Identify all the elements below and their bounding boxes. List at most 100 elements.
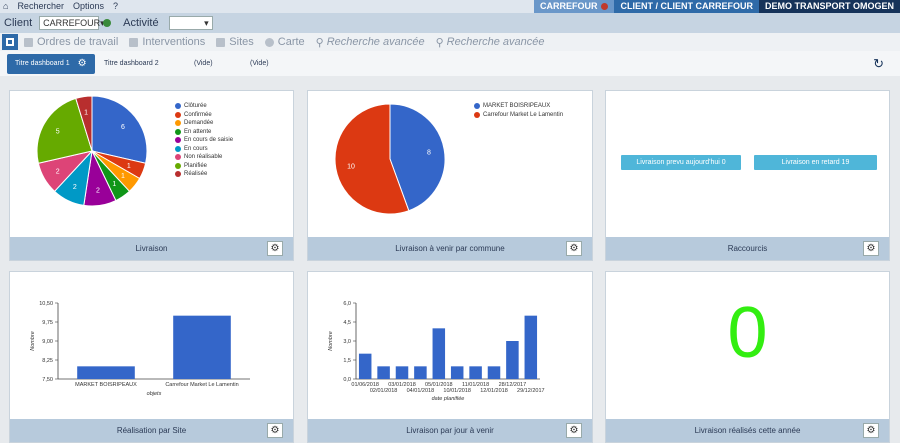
legend-item-confirmee[interactable]: Confirmée [175,111,233,120]
bar-carrefour-market-le-lamentin[interactable] [173,315,231,379]
nav-recherche-avancee-1[interactable]: ⚲ Recherche avancée [316,36,425,49]
legend-dot [175,111,181,118]
legend-item-non-realisable[interactable]: Non réalisable [175,153,233,162]
tab-empty-2[interactable]: (Vide) [250,60,269,67]
y-axis-label: Nombre [30,331,36,351]
org-label: CARREFOUR [539,1,598,11]
menu-help[interactable]: ? [113,1,119,11]
company-segment[interactable]: DEMO TRANSPORT OMOGEN [758,0,900,13]
main-nav: Ordres de travail Interventions Sites Ca… [0,33,900,51]
pie-slice-label: 10 [347,163,355,170]
tab-dashboard-1[interactable]: Titre dashboard 1 ⚙ [7,54,95,74]
nav-recherche-avancee-2[interactable]: ⚲ Recherche avancée [436,36,545,49]
client-segment[interactable]: CLIENT / CLIENT CARREFOUR [614,0,759,13]
client-select[interactable]: CARREFOUR▾ [39,16,105,30]
building-icon [216,37,226,47]
x-tick-label: 11/01/2018 [462,382,489,388]
client-label: Client [4,17,33,29]
nav-interventions[interactable]: Interventions [129,36,205,48]
dashboard-icon[interactable] [2,34,18,50]
chevron-down-icon: ▾ [204,17,209,28]
pie-slice-label: 1 [127,163,131,170]
legend-dot [175,162,181,169]
legend-item-en-attente[interactable]: En attente [175,128,233,137]
legend-item-en-cours[interactable]: En cours [175,145,233,154]
legend-item-realisee[interactable]: Réalisée [175,170,233,179]
bar-29-12-2017[interactable] [524,315,538,379]
tab-dashboard-2[interactable]: Titre dashboard 2 [104,60,159,67]
legend-item-demandee[interactable]: Demandée [175,119,233,128]
widget-footer: Raccourcis ⚙ [606,237,889,260]
legend-item-planifiee[interactable]: Planifiée [175,162,233,171]
legend-dot [175,128,181,135]
bar-01-06-2018[interactable] [358,353,372,379]
widget-title: Réalisation par Site [116,426,187,435]
client-bar: Client CARREFOUR▾ Activité ▾ [0,13,900,33]
legend-livraison: Clôturée Confirmée Demandée En attente En co… [175,102,233,179]
legend-dot [175,171,181,178]
x-tick-label: 28/12/2017 [499,382,527,388]
notification-icon[interactable] [601,3,609,11]
bar-28-12-2017[interactable] [506,341,519,379]
widget-title: Livraison réalisés cette année [694,426,801,435]
nav-carte[interactable]: Carte [264,36,305,48]
legend-item-carrefour-market-le-lamentin[interactable]: Carrefour Market Le Lamentin [474,111,563,120]
kpi-value: 0 [727,293,768,373]
globe-icon [264,37,274,47]
refresh-icon[interactable]: ↻ [873,56,884,71]
legend-item-en-cours-de-saisie[interactable]: En cours de saisie [175,136,233,145]
nav-ordres-de-travail[interactable]: Ordres de travail [24,36,118,48]
search-icon: ⚲ [315,36,324,49]
pie-slice-carrefour-market-le-lamentin[interactable] [334,103,410,215]
menu-options[interactable]: Options [72,1,104,11]
gear-icon[interactable]: ⚙ [566,241,582,256]
pie-slice-label: 2 [96,188,100,195]
bar-05-01-2018[interactable] [432,328,446,379]
shortcut-livraison-retard[interactable]: Livraison en retard 19 [754,155,877,170]
pie-slice-cloturee[interactable] [91,95,148,164]
org-segment[interactable]: CARREFOUR [533,0,615,13]
x-axis-label: date planifiée [432,396,465,402]
widget-livraison-commune: 8 10 MARKET BOISRIPEAUX Carrefour Market L… [307,90,593,261]
shortcut-livraison-prevue[interactable]: Livraison prevu aujourd'hui 0 [621,155,741,170]
nav-sites[interactable]: Sites [216,36,254,48]
client-select-value: CARREFOUR [43,18,101,28]
x-tick-label: 05/01/2018 [425,382,453,388]
legend-item-cloturee[interactable]: Clôturée [175,102,233,111]
widget-title: Livraison à venir par commune [395,244,505,253]
pie-chart-commune: 8 10 [334,103,446,215]
legend-dot [175,145,181,152]
bar-market-boisripeaux[interactable] [77,366,135,379]
widget-livraison-realises: 0 Livraison réalisés cette année ⚙ [605,271,890,443]
legend-label: Carrefour Market Le Lamentin [483,111,564,118]
pie-slice-label: 1 [112,181,116,188]
widget-title: Raccourcis [727,244,768,253]
legend-dot [474,111,480,118]
legend-label: En attente [184,128,212,135]
bar-03-01-2018[interactable] [395,366,409,379]
bar-10-01-2018[interactable] [450,366,464,379]
menu-rechercher[interactable]: Rechercher [17,1,64,11]
bar-02-01-2018[interactable] [377,366,390,379]
pie-slice-planifiee[interactable] [36,97,93,164]
wrench-icon [129,37,139,47]
x-tick-label: 04/01/2018 [407,388,435,394]
legend-dot [175,154,181,161]
legend-label: Confirmée [184,111,212,118]
gear-icon[interactable]: ⚙ [863,241,879,256]
legend-label: En cours de saisie [184,137,234,144]
activity-select[interactable]: ▾ [168,16,213,30]
tab-label: Titre dashboard 1 [15,60,70,67]
pie-slice-realisee[interactable] [75,95,93,152]
gear-icon[interactable]: ⚙ [77,58,87,69]
bar-12-01-2018[interactable] [487,366,501,379]
tab-empty-1[interactable]: (Vide) [194,60,213,67]
bar-11-01-2018[interactable] [469,366,482,379]
pie-slice-market-boisripeaux[interactable] [389,103,446,212]
gear-icon[interactable]: ⚙ [267,241,283,256]
legend-label: En cours [184,145,208,152]
home-icon[interactable]: ⌂ [3,1,9,11]
bar-04-01-2018[interactable] [414,366,427,379]
legend-item-market-boisripeaux[interactable]: MARKET BOISRIPEAUX [474,102,563,111]
